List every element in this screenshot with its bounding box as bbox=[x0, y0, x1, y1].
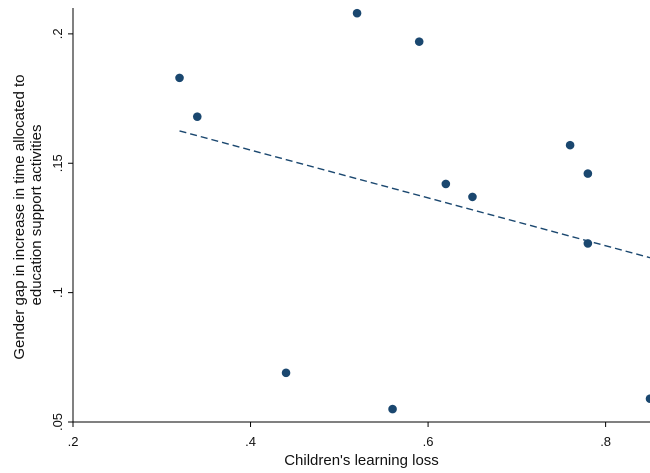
x-tick-label: .6 bbox=[423, 434, 434, 449]
x-axis-title: Children's learning loss bbox=[284, 452, 439, 469]
data-point bbox=[281, 368, 291, 378]
x-axis: .2 .4 .6 .8 bbox=[68, 422, 611, 449]
y-tick-label: .05 bbox=[50, 413, 65, 431]
x-tick-label: .2 bbox=[68, 434, 79, 449]
data-point bbox=[565, 140, 575, 150]
data-point bbox=[192, 112, 202, 121]
fitted-line bbox=[179, 130, 650, 259]
x-tick-label: .8 bbox=[600, 434, 611, 449]
data-point bbox=[388, 404, 397, 414]
y-axis-title-line-1: Gender gap in increase in time allocated… bbox=[11, 75, 28, 360]
y-tick-label: .2 bbox=[50, 28, 65, 39]
x-tick-label: .4 bbox=[245, 434, 256, 449]
data-point bbox=[468, 192, 477, 202]
y-tick-label: .15 bbox=[50, 154, 65, 172]
fit-line-layer bbox=[179, 130, 650, 259]
y-tick-label: .1 bbox=[50, 287, 65, 298]
points-layer bbox=[175, 8, 650, 414]
y-axis-title-line-2: education support activities bbox=[28, 125, 45, 306]
data-point bbox=[645, 394, 650, 404]
data-point bbox=[414, 37, 424, 46]
y-axis: .05 .1 .15 .2 bbox=[50, 28, 73, 431]
data-point bbox=[352, 8, 362, 18]
plot-area bbox=[72, 8, 650, 423]
data-point bbox=[175, 73, 184, 83]
data-point bbox=[583, 169, 593, 178]
y-axis-title: Gender gap in increase in time allocated… bbox=[11, 70, 45, 359]
data-point bbox=[583, 239, 593, 248]
data-point bbox=[441, 179, 451, 189]
